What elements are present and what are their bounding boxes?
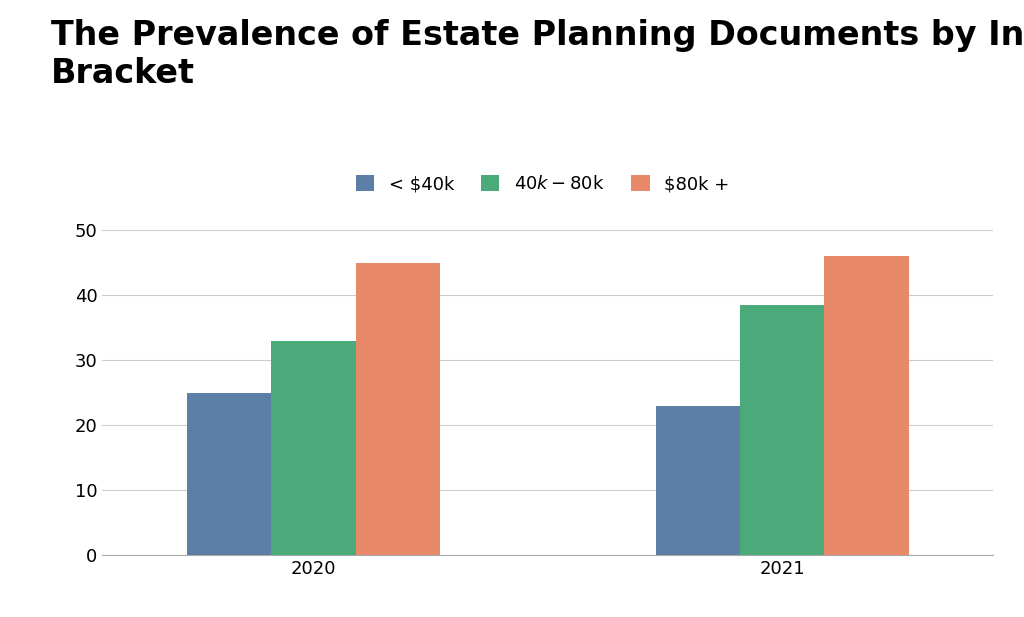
Bar	[355, 262, 440, 555]
Text: The Prevalence of Estate Planning Documents by Income
Bracket: The Prevalence of Estate Planning Docume…	[51, 19, 1024, 89]
Bar	[271, 341, 355, 555]
Legend: < $40k, $40k - $80k, $80k +: < $40k, $40k - $80k, $80k +	[351, 170, 734, 199]
Bar	[740, 305, 824, 555]
Bar	[186, 392, 271, 555]
Bar	[655, 405, 740, 555]
Bar	[824, 256, 909, 555]
